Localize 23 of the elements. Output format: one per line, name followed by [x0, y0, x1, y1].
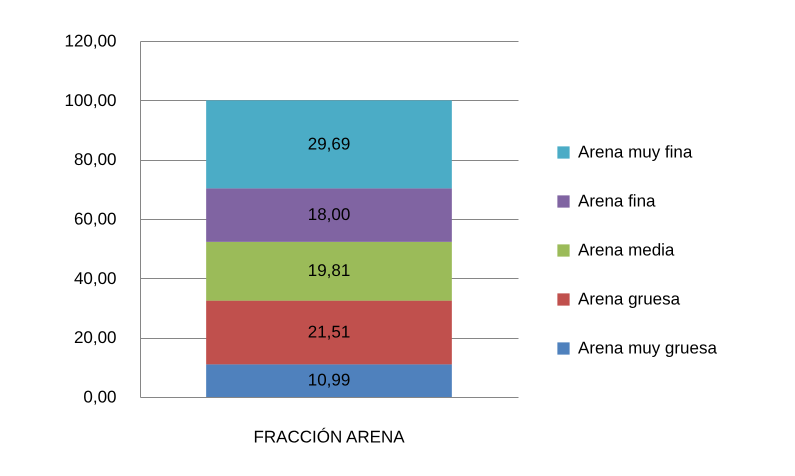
legend-label: Arena muy fina	[578, 142, 693, 162]
data-label: 18,00	[308, 205, 350, 224]
data-label: 10,99	[308, 370, 350, 390]
legend-label: Arena muy gruesa	[578, 338, 718, 358]
y-tick-label: 80,00	[74, 150, 116, 170]
bar	[206, 100, 452, 188]
y-tick-label: 40,00	[74, 268, 116, 288]
data-label: 19,81	[308, 261, 350, 280]
legend-label: Arena media	[578, 240, 675, 260]
data-label: 21,51	[308, 322, 350, 342]
x-tick-label: FRACCIÓN ARENA	[253, 428, 406, 446]
y-tick-label: 60,00	[74, 210, 116, 228]
bar	[206, 242, 452, 301]
data-label: 29,69	[308, 134, 350, 154]
y-tick-label: 100,00	[64, 90, 116, 110]
legend-label: Arena fina	[578, 192, 656, 210]
bar	[206, 364, 452, 397]
y-tick-label: 120,00	[64, 32, 116, 50]
bar	[206, 300, 452, 364]
y-tick-label: 0,00	[83, 388, 116, 406]
bar	[206, 188, 452, 242]
legend-label: Arena gruesa	[578, 290, 681, 308]
y-tick-label: 20,00	[74, 328, 116, 348]
